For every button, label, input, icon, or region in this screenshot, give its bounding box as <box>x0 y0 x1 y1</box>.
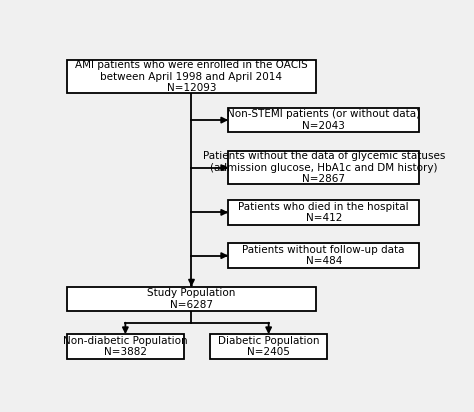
FancyBboxPatch shape <box>228 108 419 132</box>
FancyBboxPatch shape <box>228 151 419 184</box>
Text: Patients without follow-up data
N=484: Patients without follow-up data N=484 <box>243 245 405 267</box>
Text: Non-diabetic Population
N=3882: Non-diabetic Population N=3882 <box>63 336 188 357</box>
FancyBboxPatch shape <box>66 287 316 311</box>
FancyBboxPatch shape <box>66 334 184 359</box>
Text: Study Population
N=6287: Study Population N=6287 <box>147 288 236 310</box>
FancyBboxPatch shape <box>66 60 316 94</box>
Text: Patients who died in the hospital
N=412: Patients who died in the hospital N=412 <box>238 201 409 223</box>
FancyBboxPatch shape <box>228 200 419 225</box>
FancyBboxPatch shape <box>210 334 328 359</box>
Text: Diabetic Population
N=2405: Diabetic Population N=2405 <box>218 336 319 357</box>
Text: Non-STEMI patients (or without data)
N=2043: Non-STEMI patients (or without data) N=2… <box>227 109 420 131</box>
Text: Patients without the data of glycemic statuses
(admission glucose, HbA1c and DM : Patients without the data of glycemic st… <box>202 151 445 184</box>
FancyBboxPatch shape <box>228 243 419 268</box>
Text: AMI patients who were enrolled in the OACIS
between April 1998 and April 2014
N=: AMI patients who were enrolled in the OA… <box>75 60 308 94</box>
